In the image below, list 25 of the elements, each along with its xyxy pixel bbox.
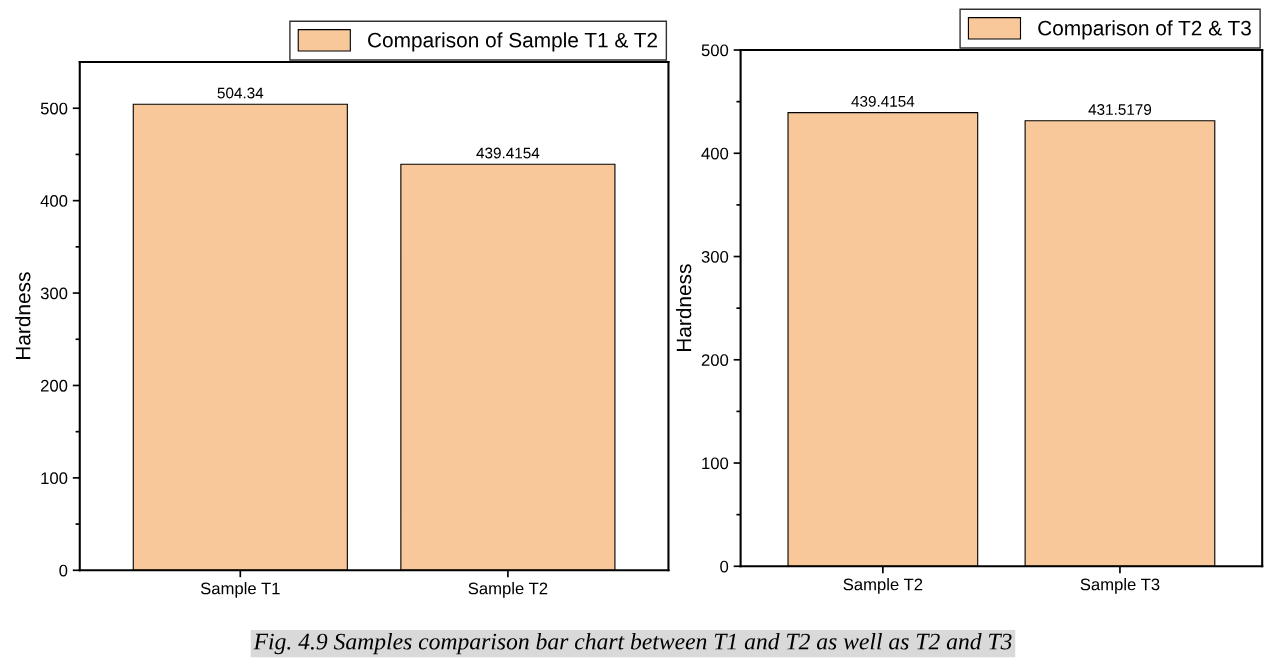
data-label: 504.34 xyxy=(217,87,264,99)
legend-label: Comparison of Sample T1 & T2 xyxy=(368,32,657,52)
y-tick-label: 200 xyxy=(701,354,729,366)
data-label: 431.5179 xyxy=(1088,104,1152,115)
legend-label: Comparison of T2 & T3 xyxy=(1038,20,1251,40)
x-tick-label: Sample T2 xyxy=(843,578,923,594)
y-tick-label: 100 xyxy=(702,457,729,470)
caption: Fig. 4.9 Samples comparison bar chart between T1 and T2 as well as T2 and T3 xyxy=(253,632,1012,655)
y-tick-label: 400 xyxy=(701,147,729,160)
y-tick-label: 100 xyxy=(41,472,68,485)
data-label: 439.4154 xyxy=(851,95,915,107)
y-tick-label: 500 xyxy=(40,102,68,115)
x-tick-label: Sample T2 xyxy=(468,582,548,598)
x-tick-label: Sample T1 xyxy=(200,582,280,598)
y-axis-title: Hardness xyxy=(676,264,692,352)
y-tick-label: 200 xyxy=(40,379,68,392)
y-tick-label: 0 xyxy=(720,560,729,573)
y-tick-label: 300 xyxy=(701,250,729,263)
y-tick-label: 0 xyxy=(59,564,68,577)
x-tick-label: Sample T3 xyxy=(1080,578,1160,594)
data-label: 439.4154 xyxy=(476,147,540,159)
y-tick-label: 500 xyxy=(701,44,729,57)
y-axis-title: Hardness xyxy=(15,272,31,360)
y-tick-label: 300 xyxy=(40,287,68,300)
y-tick-label: 400 xyxy=(40,195,68,207)
